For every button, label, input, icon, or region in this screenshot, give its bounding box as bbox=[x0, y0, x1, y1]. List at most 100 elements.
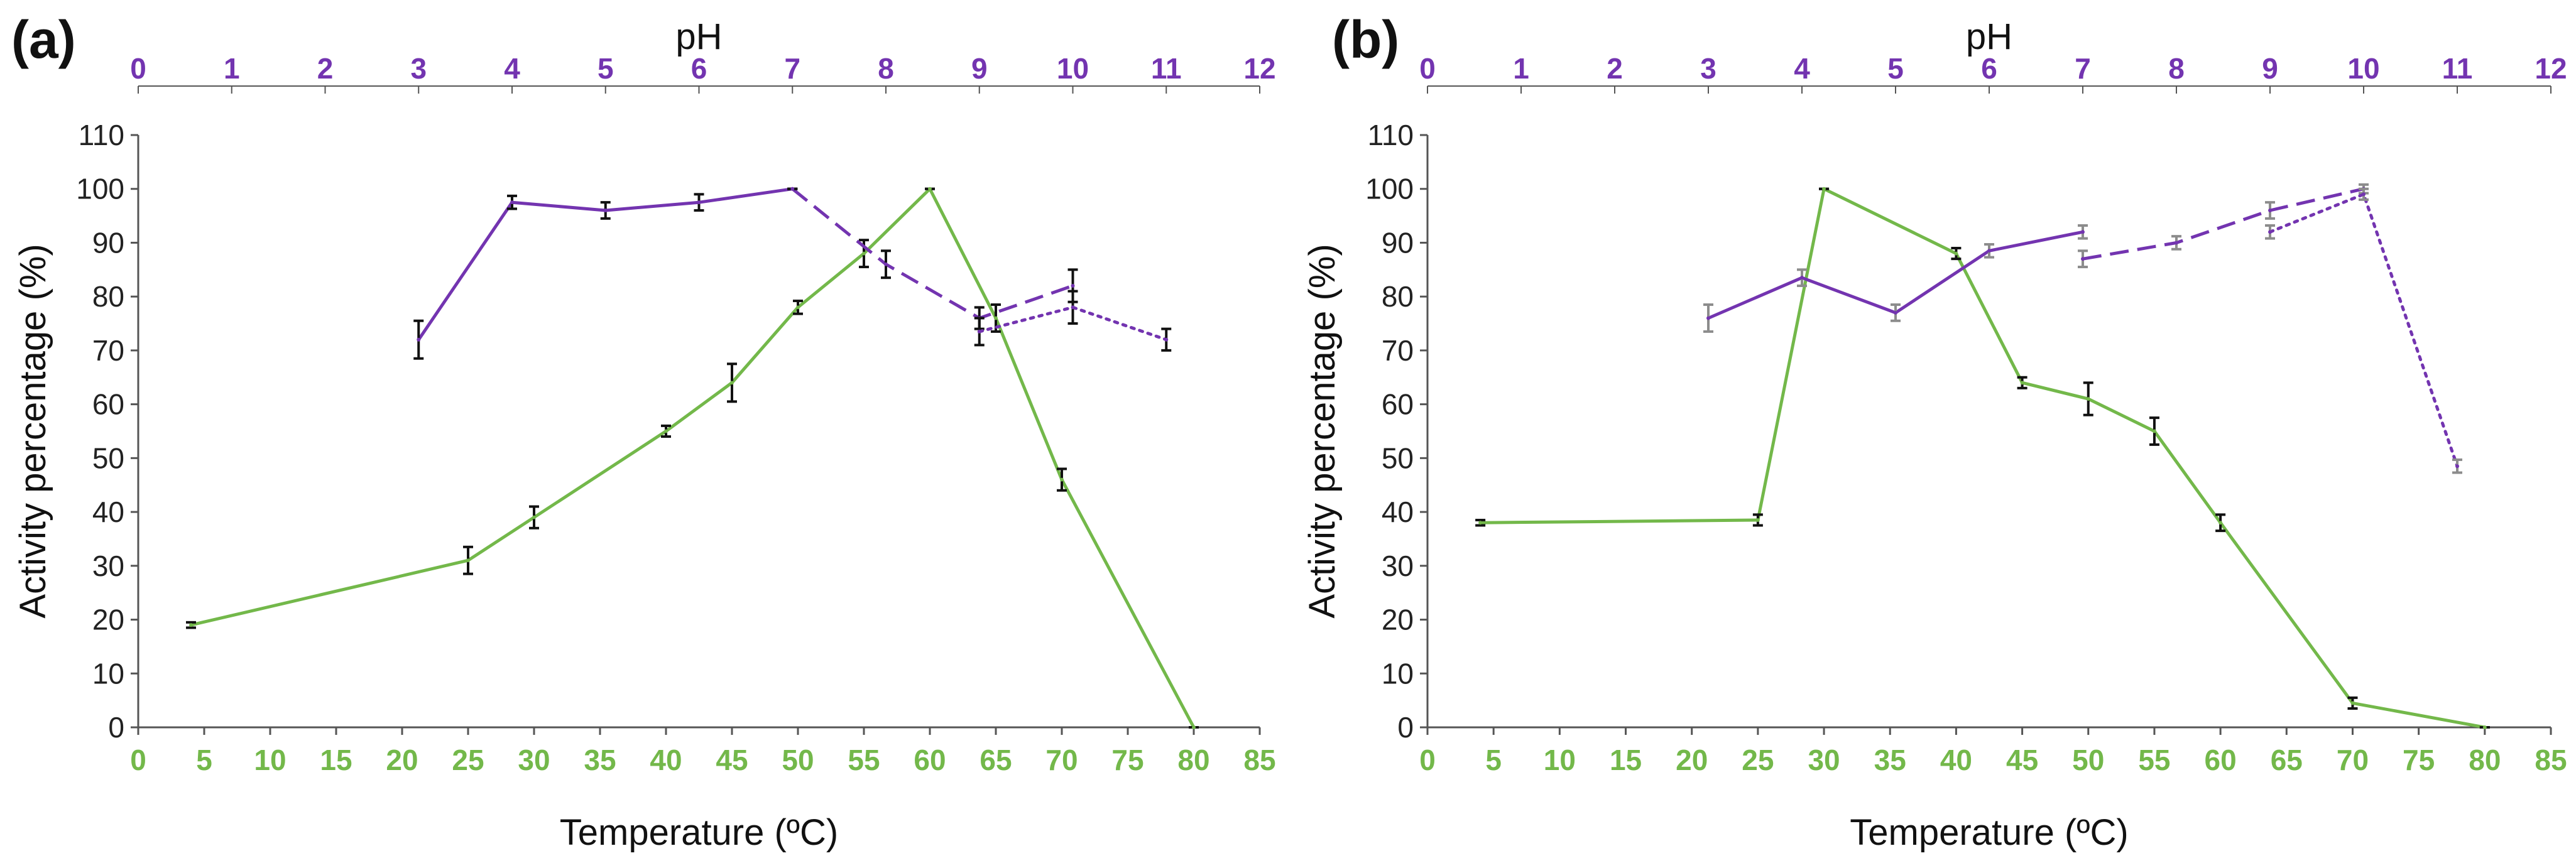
temp-tick-label: 55 bbox=[848, 744, 880, 776]
y-tick-label: 110 bbox=[1368, 119, 1414, 151]
data-point bbox=[1057, 467, 1067, 492]
y-tick-label: 40 bbox=[1382, 496, 1414, 528]
ph-tick-label: 10 bbox=[2347, 52, 2379, 85]
temp-tick-label: 5 bbox=[1485, 744, 1502, 776]
ph-tick-label: 4 bbox=[504, 52, 520, 85]
point-marker bbox=[510, 200, 514, 205]
temp-tick-label: 60 bbox=[914, 744, 946, 776]
x-axis-title-ph: pH bbox=[675, 16, 722, 57]
point-marker bbox=[1060, 477, 1064, 482]
temp-tick-label: 75 bbox=[1111, 744, 1143, 776]
point-marker bbox=[532, 515, 536, 519]
temp-tick-label: 35 bbox=[584, 744, 616, 776]
y-tick-label: 10 bbox=[1382, 657, 1414, 690]
y-axis-title: Activity percentage (%) bbox=[1302, 244, 1343, 618]
series-ph-dotted bbox=[974, 290, 1172, 352]
temp-tick-label: 60 bbox=[2205, 744, 2237, 776]
point-marker bbox=[2152, 429, 2156, 433]
series-line bbox=[2268, 192, 2459, 468]
point-marker bbox=[1800, 276, 1804, 280]
point-marker bbox=[189, 623, 193, 627]
data-point bbox=[2452, 458, 2462, 474]
data-point bbox=[793, 300, 803, 315]
point-marker bbox=[603, 209, 608, 213]
data-point bbox=[507, 194, 517, 210]
ph-tick-label: 3 bbox=[410, 52, 427, 85]
temp-tick-label: 30 bbox=[518, 744, 550, 776]
temp-tick-label: 15 bbox=[1610, 744, 1642, 776]
temp-tick-label: 25 bbox=[1742, 744, 1774, 776]
data-point bbox=[661, 424, 671, 438]
y-tick-label: 100 bbox=[76, 173, 124, 205]
data-point bbox=[1703, 303, 1713, 333]
temp-tick-label: 50 bbox=[2072, 744, 2104, 776]
data-point bbox=[529, 505, 539, 529]
point-marker bbox=[2455, 464, 2459, 469]
point-marker bbox=[1071, 284, 1075, 288]
point-marker bbox=[664, 429, 668, 433]
temp-tick-label: 15 bbox=[320, 744, 352, 776]
x-axis-title-temperature: Temperature (ºC) bbox=[1850, 812, 2128, 853]
ph-tick-label: 12 bbox=[2535, 52, 2567, 85]
temp-tick-label: 80 bbox=[1177, 744, 1209, 776]
data-point bbox=[2265, 201, 2275, 220]
series-ph-dotted bbox=[2265, 187, 2462, 474]
point-marker bbox=[1164, 337, 1169, 342]
point-marker bbox=[1894, 310, 1897, 315]
panel-label: (b) bbox=[1332, 10, 1399, 69]
data-point bbox=[1752, 513, 1763, 527]
point-marker bbox=[2350, 701, 2355, 705]
y-tick-label: 20 bbox=[1382, 604, 1414, 636]
temp-tick-label: 65 bbox=[980, 744, 1012, 776]
data-point bbox=[463, 545, 473, 575]
point-marker bbox=[2081, 257, 2085, 261]
temp-tick-label: 0 bbox=[130, 744, 146, 776]
y-tick-label: 80 bbox=[1382, 280, 1414, 313]
series-temperature-solid bbox=[186, 187, 1199, 729]
point-marker bbox=[2219, 521, 2223, 525]
data-point bbox=[413, 319, 424, 360]
point-marker bbox=[2175, 241, 2178, 245]
data-point bbox=[694, 193, 704, 212]
y-tick-label: 20 bbox=[92, 604, 124, 636]
data-point bbox=[186, 621, 196, 629]
y-tick-label: 10 bbox=[92, 657, 124, 690]
data-point bbox=[881, 249, 891, 280]
temp-tick-label: 45 bbox=[2006, 744, 2038, 776]
ph-tick-label: 11 bbox=[1151, 52, 1182, 85]
point-marker bbox=[697, 200, 701, 205]
point-marker bbox=[928, 187, 932, 191]
point-marker bbox=[2482, 725, 2487, 729]
data-point bbox=[727, 362, 737, 403]
y-tick-label: 0 bbox=[108, 711, 124, 744]
ph-tick-label: 2 bbox=[1607, 52, 1623, 85]
point-marker bbox=[2086, 397, 2090, 401]
ph-tick-label: 5 bbox=[1887, 52, 1904, 85]
ph-tick-label: 1 bbox=[224, 52, 240, 85]
data-point bbox=[2359, 187, 2369, 201]
ph-tick-label: 9 bbox=[2262, 52, 2278, 85]
y-tick-label: 90 bbox=[92, 226, 124, 259]
y-tick-label: 70 bbox=[1382, 334, 1414, 367]
temp-tick-label: 25 bbox=[452, 744, 484, 776]
ph-tick-label: 7 bbox=[784, 52, 800, 85]
data-point bbox=[974, 317, 985, 347]
point-marker bbox=[1822, 187, 1826, 191]
point-marker bbox=[2020, 381, 2024, 385]
temp-tick-label: 45 bbox=[716, 744, 748, 776]
temp-tick-label: 40 bbox=[650, 744, 682, 776]
y-axis-title: Activity percentage (%) bbox=[13, 244, 53, 618]
point-marker bbox=[1192, 725, 1196, 729]
data-point bbox=[2149, 416, 2159, 446]
y-tick-label: 90 bbox=[1382, 226, 1414, 259]
ph-tick-label: 12 bbox=[1243, 52, 1275, 85]
point-marker bbox=[730, 381, 734, 385]
y-tick-label: 40 bbox=[92, 496, 124, 528]
point-marker bbox=[884, 262, 888, 266]
data-point bbox=[1189, 725, 1199, 729]
series-line bbox=[1480, 187, 2486, 729]
point-marker bbox=[1755, 518, 1760, 522]
point-marker bbox=[977, 329, 981, 334]
data-point bbox=[600, 201, 611, 220]
